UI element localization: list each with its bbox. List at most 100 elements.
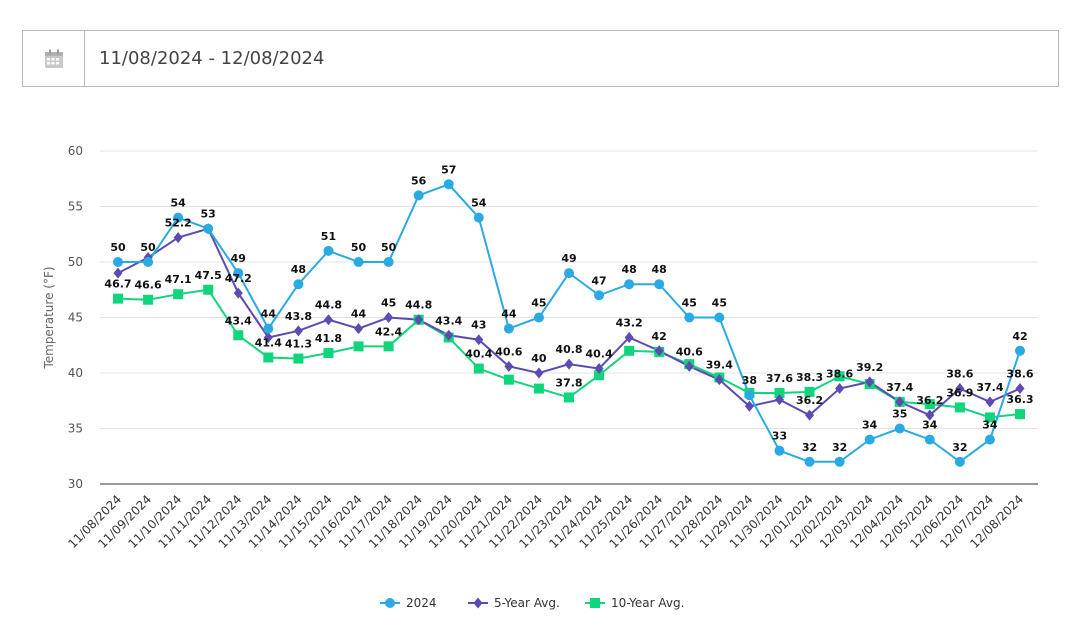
point-marker[interactable]: [654, 279, 665, 290]
point-marker[interactable]: [504, 360, 514, 372]
point-marker[interactable]: [353, 257, 364, 267]
point-marker[interactable]: [533, 383, 544, 394]
point-marker[interactable]: [895, 396, 905, 408]
data-label: 43.4: [435, 314, 462, 327]
point-marker[interactable]: [804, 386, 815, 397]
date-range-picker[interactable]: 11/08/2024 - 12/08/2024: [22, 30, 1059, 87]
point-marker[interactable]: [954, 456, 965, 467]
data-label: 54: [170, 197, 186, 210]
point-marker[interactable]: [985, 396, 995, 408]
point-marker[interactable]: [624, 345, 635, 356]
point-marker[interactable]: [1015, 409, 1025, 420]
point-marker[interactable]: [233, 268, 244, 279]
x-axis-ticks: 11/08/202411/09/202411/10/202411/11/2024…: [65, 492, 1026, 551]
point-marker[interactable]: [233, 287, 243, 299]
data-label: 32: [832, 441, 847, 454]
point-marker[interactable]: [173, 212, 184, 223]
point-marker[interactable]: [293, 325, 303, 337]
point-marker[interactable]: [984, 434, 995, 445]
point-marker[interactable]: [624, 331, 634, 343]
point-marker[interactable]: [113, 293, 123, 304]
point-marker[interactable]: [413, 190, 424, 201]
point-marker[interactable]: [323, 245, 334, 256]
point-marker[interactable]: [414, 314, 424, 326]
point-marker[interactable]: [323, 314, 333, 326]
point-marker[interactable]: [233, 330, 244, 341]
point-marker[interactable]: [1015, 383, 1025, 395]
point-marker[interactable]: [534, 367, 544, 379]
point-marker[interactable]: [955, 383, 965, 395]
point-marker[interactable]: [684, 360, 694, 372]
date-range-text[interactable]: 11/08/2024 - 12/08/2024: [99, 48, 325, 69]
point-marker[interactable]: [924, 434, 935, 445]
point-marker[interactable]: [864, 434, 875, 445]
point-marker[interactable]: [564, 392, 574, 403]
point-marker[interactable]: [834, 456, 845, 467]
data-label: 37.6: [766, 372, 793, 385]
point-marker[interactable]: [774, 394, 784, 406]
point-marker[interactable]: [143, 294, 154, 305]
legend-item-label[interactable]: 5-Year Avg.: [494, 596, 560, 610]
point-marker[interactable]: [533, 312, 544, 323]
point-marker[interactable]: [173, 289, 184, 300]
y-tick-label: 40: [68, 366, 83, 380]
point-marker[interactable]: [894, 423, 905, 434]
point-marker[interactable]: [684, 312, 695, 323]
point-marker[interactable]: [143, 257, 154, 267]
point-marker[interactable]: [473, 363, 484, 374]
point-marker[interactable]: [1015, 345, 1025, 356]
point-marker[interactable]: [503, 374, 514, 385]
point-marker[interactable]: [954, 402, 965, 413]
point-marker[interactable]: [594, 290, 605, 301]
point-marker[interactable]: [594, 363, 604, 375]
data-label: 43: [471, 319, 486, 332]
point-marker[interactable]: [774, 387, 785, 398]
point-marker[interactable]: [925, 409, 935, 421]
point-marker[interactable]: [353, 341, 364, 352]
point-marker[interactable]: [203, 223, 214, 234]
series-line: [118, 183, 1021, 464]
point-marker[interactable]: [473, 212, 484, 223]
point-marker[interactable]: [293, 353, 304, 364]
point-marker[interactable]: [263, 331, 273, 343]
point-marker[interactable]: [383, 341, 394, 352]
point-marker[interactable]: [774, 445, 785, 456]
legend-item-label[interactable]: 10-Year Avg.: [611, 596, 684, 610]
calendar-button[interactable]: [23, 31, 85, 86]
point-marker[interactable]: [113, 267, 123, 279]
point-marker[interactable]: [263, 323, 274, 334]
point-marker[interactable]: [714, 312, 725, 323]
point-marker[interactable]: [203, 284, 214, 295]
data-label: 49: [231, 252, 246, 265]
point-marker[interactable]: [805, 409, 815, 421]
point-marker[interactable]: [834, 371, 845, 382]
point-marker[interactable]: [744, 400, 754, 412]
legend-item-label[interactable]: 2024: [406, 596, 437, 610]
point-marker[interactable]: [924, 399, 935, 410]
point-marker[interactable]: [624, 279, 635, 290]
point-marker[interactable]: [384, 312, 394, 323]
point-marker[interactable]: [383, 257, 394, 267]
point-marker[interactable]: [323, 348, 334, 359]
point-marker[interactable]: [443, 179, 454, 190]
point-marker[interactable]: [354, 323, 364, 335]
point-marker[interactable]: [444, 329, 454, 341]
point-marker[interactable]: [804, 456, 815, 467]
point-marker[interactable]: [173, 232, 183, 244]
data-label: 48: [652, 263, 667, 276]
point-marker[interactable]: [113, 257, 123, 267]
point-marker[interactable]: [474, 334, 484, 346]
point-marker[interactable]: [984, 412, 995, 423]
point-marker[interactable]: [654, 345, 664, 357]
point-marker[interactable]: [865, 376, 875, 388]
point-marker[interactable]: [503, 323, 514, 334]
point-marker[interactable]: [564, 268, 574, 279]
data-label: 38.6: [1006, 368, 1033, 381]
point-marker[interactable]: [594, 370, 605, 381]
point-marker[interactable]: [835, 383, 845, 395]
point-marker[interactable]: [293, 279, 304, 290]
point-marker[interactable]: [564, 358, 574, 370]
point-marker[interactable]: [744, 390, 755, 401]
point-marker[interactable]: [263, 352, 274, 363]
point-marker[interactable]: [714, 374, 724, 386]
